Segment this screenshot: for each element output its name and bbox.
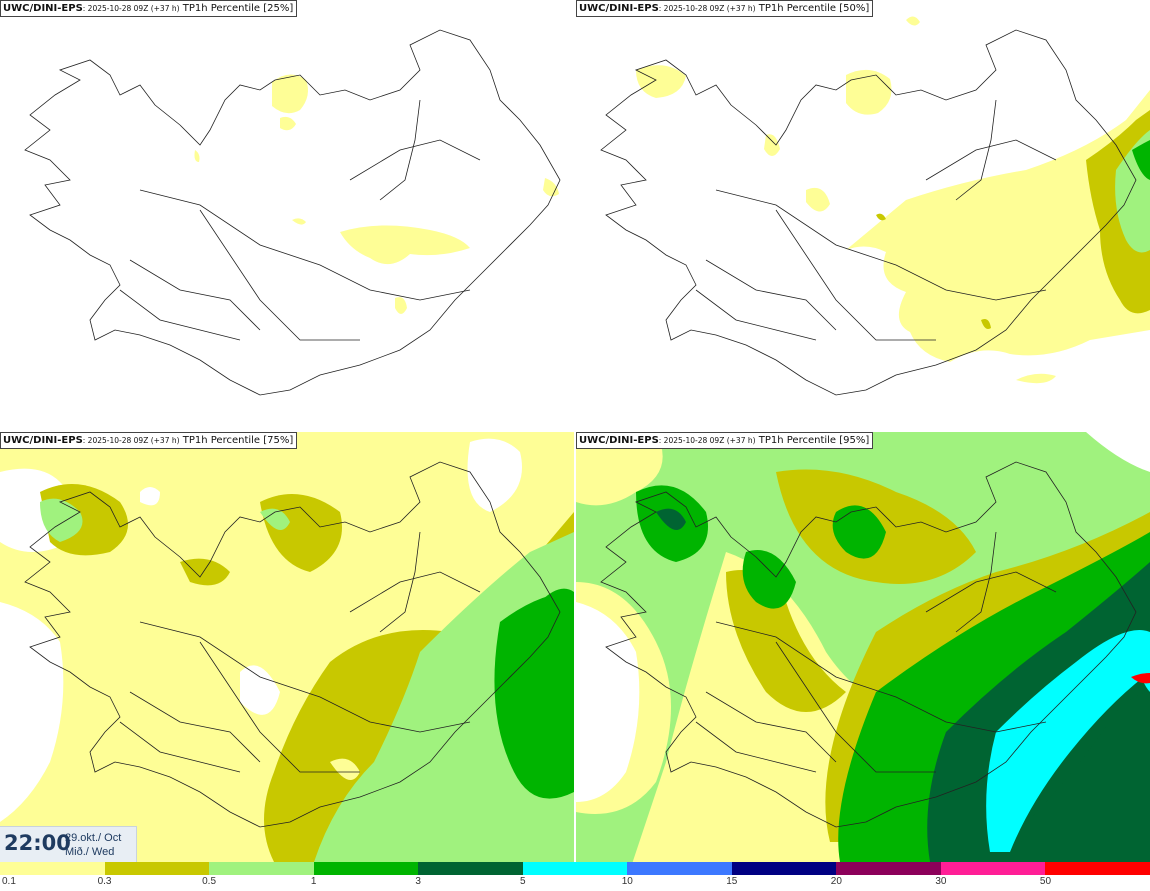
valid-time-clock: 22:00 (4, 831, 71, 855)
percentile-label: [50%] (839, 3, 870, 14)
legend-swatch (1045, 862, 1150, 875)
legend-swatch (0, 862, 105, 875)
run-info: : 2025-10-28 09Z (+37 h) (658, 436, 756, 445)
legend-swatch (209, 862, 314, 875)
precip-legend: 0.1 0.3 0.5 1 3 5 10 15 20 30 50 (0, 862, 1150, 891)
field-name: TP1h Percentile (182, 3, 261, 14)
coastline-roads (24, 29, 561, 396)
map-panel-25: UWC/DINI-EPS: 2025-10-28 09Z (+37 h) TP1… (0, 0, 574, 430)
legend-tick-label: 15 (726, 876, 738, 887)
legend-swatch (522, 862, 628, 875)
precip-fill (194, 74, 559, 314)
legend-tick-label: 0.3 (97, 876, 112, 887)
panel-title: UWC/DINI-EPS: 2025-10-28 09Z (+37 h) TP1… (0, 0, 298, 17)
field-name: TP1h Percentile (758, 3, 837, 14)
coastline-roads (24, 461, 561, 828)
precip-fill (636, 16, 1150, 384)
valid-date-line2: Mið./ Wed (65, 846, 115, 858)
legend-tick-label: 30 (935, 876, 947, 887)
legend-tick-label: 0.5 (202, 876, 217, 887)
legend-tick-label: 10 (621, 876, 633, 887)
panel-divider-horizontal (0, 430, 1150, 432)
run-info: : 2025-10-28 09Z (+37 h) (82, 436, 180, 445)
run-info: : 2025-10-28 09Z (+37 h) (658, 4, 756, 13)
legend-color-bar (0, 862, 1150, 875)
panel-title: UWC/DINI-EPS: 2025-10-28 09Z (+37 h) TP1… (576, 0, 874, 17)
legend-swatch (731, 862, 837, 875)
legend-swatch (418, 862, 523, 875)
precip-fill (0, 432, 574, 862)
percentile-label: [75%] (263, 435, 294, 446)
legend-swatch (313, 862, 419, 875)
legend-tick-label: 20 (830, 876, 842, 887)
legend-tick-label: 1 (310, 876, 317, 887)
precip-map-50 (600, 16, 1150, 396)
valid-time-box: 22:00 29.okt./ Oct Mið./ Wed (0, 826, 137, 863)
panel-title: UWC/DINI-EPS: 2025-10-28 09Z (+37 h) TP1… (576, 432, 874, 449)
panel-title: UWC/DINI-EPS: 2025-10-28 09Z (+37 h) TP1… (0, 432, 298, 449)
precip-map-25 (24, 29, 561, 396)
legend-swatch (836, 862, 941, 875)
model-name: UWC/DINI-EPS (3, 3, 83, 14)
coastline-roads (600, 461, 1137, 828)
percentile-label: [25%] (263, 3, 294, 14)
model-name: UWC/DINI-EPS (3, 435, 83, 446)
legend-tick-label: 3 (415, 876, 421, 887)
precip-map-95 (576, 432, 1150, 862)
legend-swatch (104, 862, 210, 875)
model-name: UWC/DINI-EPS (579, 435, 659, 446)
model-name: UWC/DINI-EPS (579, 3, 659, 14)
field-name: TP1h Percentile (758, 435, 837, 446)
legend-swatch (940, 862, 1046, 875)
run-info: : 2025-10-28 09Z (+37 h) (82, 4, 180, 13)
legend-swatch (627, 862, 732, 875)
valid-date-line1: 29.okt./ Oct (65, 832, 122, 844)
percentile-label: [95%] (839, 435, 870, 446)
map-panel-50: UWC/DINI-EPS: 2025-10-28 09Z (+37 h) TP1… (576, 0, 1150, 430)
field-name: TP1h Percentile (182, 435, 261, 446)
map-panel-95: UWC/DINI-EPS: 2025-10-28 09Z (+37 h) TP1… (576, 432, 1150, 862)
legend-tick-label: 50 (1039, 876, 1052, 887)
precip-fill (576, 432, 1150, 862)
legend-tick-label: 0.1 (2, 876, 16, 887)
precip-map-75 (0, 432, 574, 862)
coastline-roads (600, 29, 1137, 396)
legend-tick-label: 5 (519, 876, 526, 887)
map-panel-75: UWC/DINI-EPS: 2025-10-28 09Z (+37 h) TP1… (0, 432, 574, 862)
